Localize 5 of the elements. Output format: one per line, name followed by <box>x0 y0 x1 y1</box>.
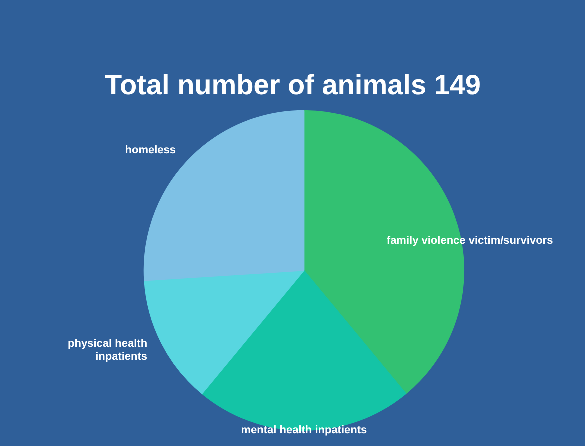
slice-label: homeless <box>125 144 176 156</box>
chart-title: Total number of animals 149 <box>104 70 482 101</box>
slice-label: family violence victim/survivors <box>386 234 554 247</box>
slice-label: mental health inpatients <box>241 424 368 437</box>
slice-label: physical health inpatients <box>68 338 148 364</box>
